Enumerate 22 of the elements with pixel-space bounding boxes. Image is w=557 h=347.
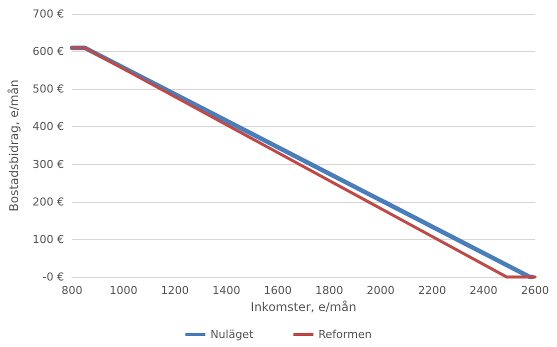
x-axis-title: Inkomster, e/mån: [250, 300, 356, 314]
y-axis-title: Bostadsbidrag, e/mån: [7, 80, 21, 212]
legend-label: Reformen: [318, 328, 372, 341]
y-tick-label: 300 €: [32, 158, 64, 171]
x-tick-label: 2000: [366, 284, 395, 297]
x-tick-label: 1400: [212, 284, 240, 297]
x-tick-label: 800: [62, 284, 82, 297]
x-tick-label: 1600: [264, 284, 292, 297]
y-tick-label: 700 €: [32, 8, 64, 20]
x-tick-label: 1000: [109, 284, 138, 297]
legend-label: Nuläget: [210, 328, 254, 341]
y-tick-label: -0 €: [42, 270, 64, 284]
x-tick-label: 2600: [521, 284, 549, 297]
x-tick-label: 2400: [470, 284, 498, 297]
x-tick-label: 1800: [315, 284, 344, 297]
x-tick-label: 2200: [418, 284, 446, 297]
y-tick-label: 600 €: [32, 45, 64, 58]
y-tick-label: 200 €: [32, 195, 64, 208]
y-tick-label: 400 €: [32, 120, 64, 134]
y-tick-label: 500 €: [32, 82, 64, 96]
x-tick-label: 1200: [160, 284, 189, 297]
y-tick-label: 100 €: [32, 232, 64, 246]
